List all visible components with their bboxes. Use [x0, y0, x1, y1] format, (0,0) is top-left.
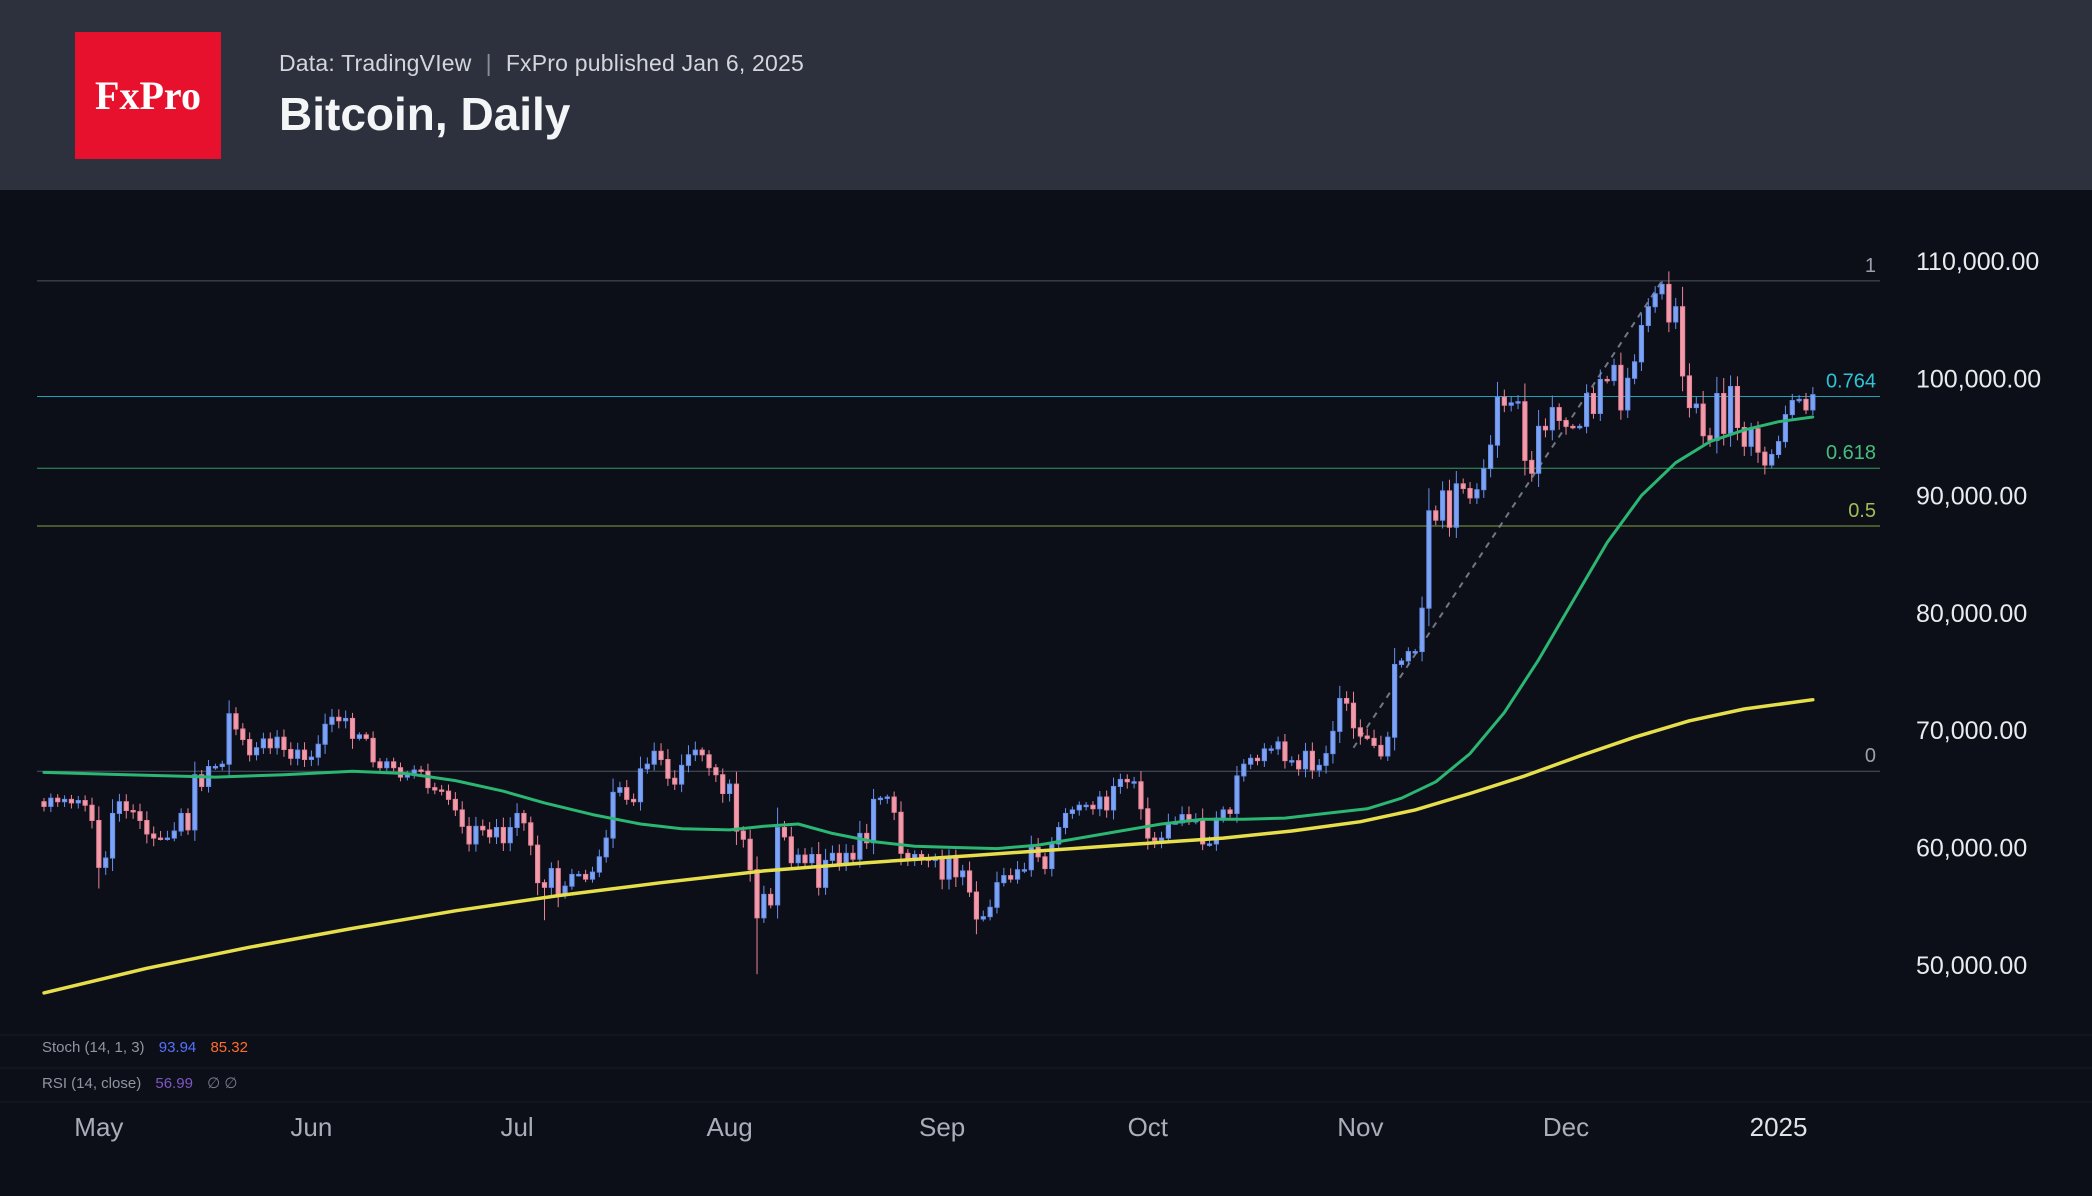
- meta-source: Data: TradingVIew: [279, 49, 472, 76]
- page-title: Bitcoin, Daily: [279, 87, 571, 140]
- time-axis-label-Oct[interactable]: Oct: [1128, 1112, 1169, 1142]
- fxpro-logo: FxPro: [75, 31, 221, 159]
- candles: [41, 271, 1816, 975]
- fib-label-1: 1: [1865, 255, 1876, 277]
- chart-canvas[interactable]: 1 0.764 0.618 0.5 0 110,000.00 100,000.00 90,00…: [0, 190, 2092, 1196]
- header: FxPro Data: TradingVIew | FxPro published …: [0, 0, 2092, 190]
- fib-label-0.5: 0.5: [1848, 500, 1876, 522]
- stoch-k-value: 93.94: [158, 1039, 197, 1056]
- time-axis-label-Aug[interactable]: Aug: [706, 1112, 752, 1142]
- price-axis-label: 70,000.00: [1916, 717, 2027, 745]
- rsi-label: RSI (14, close): [42, 1075, 142, 1092]
- stoch-indicator-row[interactable]: Stoch (14, 1, 3) 93.94 85.32: [42, 1038, 248, 1058]
- meta-separator: |: [485, 49, 492, 76]
- stoch-label: Stoch (14, 1, 3): [42, 1039, 145, 1056]
- time-axis-label-Sep[interactable]: Sep: [919, 1112, 965, 1142]
- ma-fast-green[interactable]: [42, 415, 1815, 851]
- rsi-extra-values: ∅ ∅: [207, 1075, 238, 1092]
- price-axis-label: 50,000.00: [1916, 952, 2027, 980]
- price-axis-label: 90,000.00: [1916, 483, 2027, 511]
- fib-label-0.618: 0.618: [1826, 442, 1876, 464]
- chart-area[interactable]: 1 0.764 0.618 0.5 0 110,000.00 100,000.00 90,00…: [0, 190, 2092, 1196]
- meta-line: Data: TradingVIew | FxPro published Jan 6,…: [279, 50, 804, 77]
- price-axis-label: 100,000.00: [1916, 365, 2041, 393]
- time-axis-label-Dec[interactable]: Dec: [1543, 1112, 1589, 1142]
- price-axis-label: 80,000.00: [1916, 600, 2027, 628]
- meta-published: FxPro published Jan 6, 2025: [505, 49, 805, 76]
- time-axis-label-Nov[interactable]: Nov: [1337, 1112, 1383, 1142]
- price-axis-label: 110,000.00: [1916, 248, 2039, 276]
- stoch-d-value: 85.32: [210, 1039, 248, 1056]
- time-axis-label-May[interactable]: May: [74, 1112, 123, 1142]
- trendline-dashed[interactable]: [1352, 280, 1663, 749]
- fib-label-0: 0: [1865, 745, 1876, 767]
- header-text-block: Data: TradingVIew | FxPro published Jan 6,…: [279, 50, 804, 141]
- time-axis-label-Jun[interactable]: Jun: [290, 1112, 332, 1142]
- price-axis-label: 60,000.00: [1916, 834, 2027, 862]
- fxpro-logo-text: FxPro: [95, 72, 201, 118]
- time-axis-label-Jul[interactable]: Jul: [500, 1112, 533, 1142]
- rsi-value: 56.99: [155, 1075, 193, 1092]
- rsi-indicator-row[interactable]: RSI (14, close) 56.99 ∅ ∅: [42, 1074, 237, 1094]
- time-axis-label-2025[interactable]: 2025: [1750, 1112, 1808, 1142]
- ma-slow-yellow[interactable]: [42, 697, 1815, 995]
- fib-label-0.764: 0.764: [1826, 371, 1876, 393]
